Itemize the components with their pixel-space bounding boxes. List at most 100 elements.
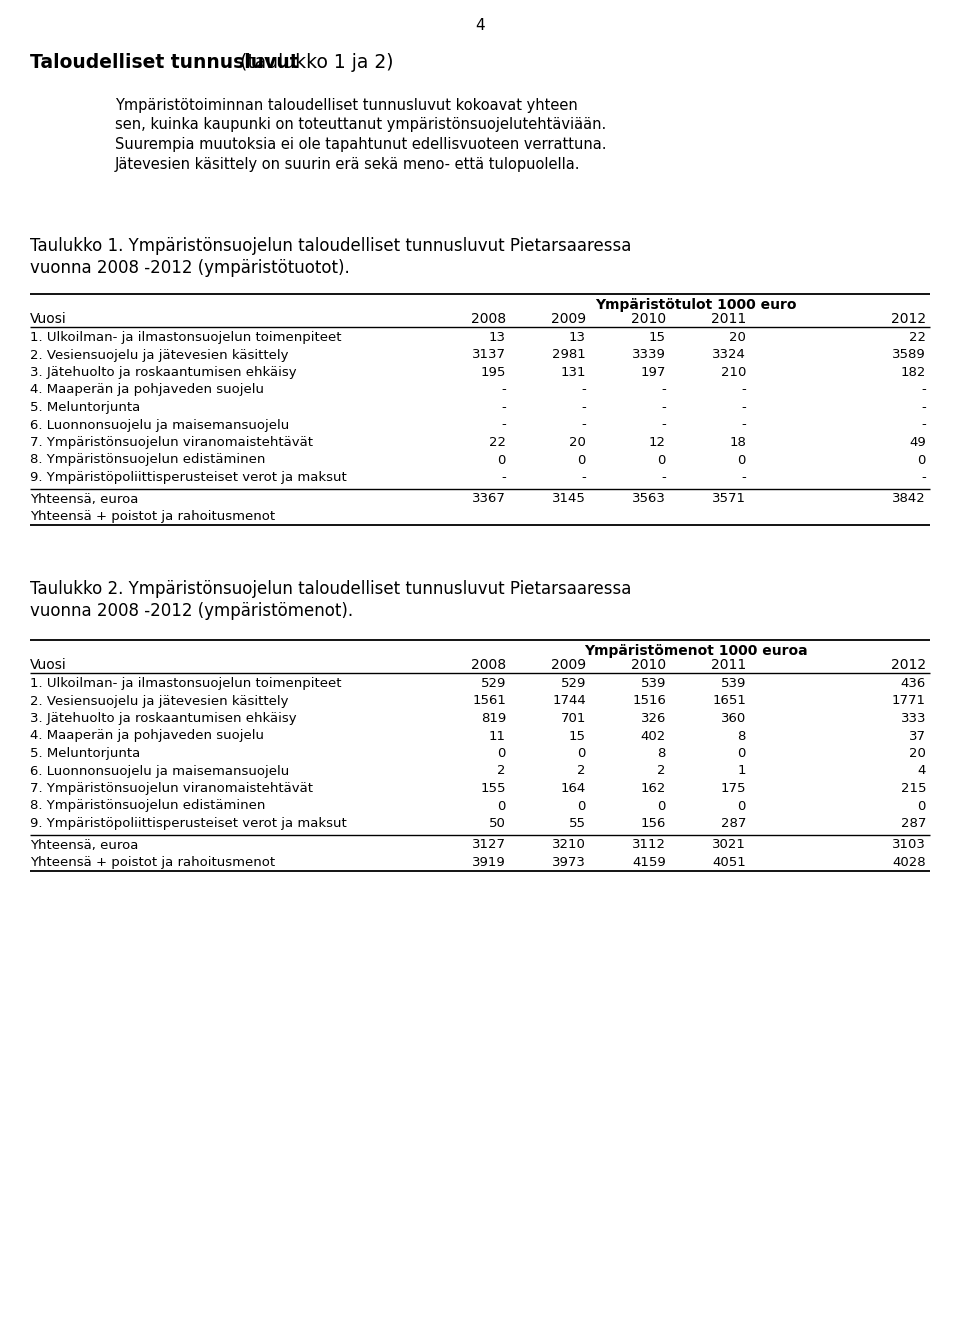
Text: 156: 156 [640,817,666,830]
Text: 2981: 2981 [552,348,586,362]
Text: 436: 436 [900,678,926,690]
Text: 22: 22 [489,437,506,449]
Text: 15: 15 [649,331,666,344]
Text: 0: 0 [918,799,926,813]
Text: -: - [922,471,926,483]
Text: 3145: 3145 [552,493,586,506]
Text: 2008: 2008 [470,657,506,672]
Text: 1744: 1744 [552,695,586,707]
Text: 6. Luonnonsuojelu ja maisemansuojelu: 6. Luonnonsuojelu ja maisemansuojelu [30,419,289,431]
Text: 3112: 3112 [632,838,666,852]
Text: 18: 18 [730,437,746,449]
Text: Vuosi: Vuosi [30,312,67,325]
Text: 175: 175 [721,782,746,795]
Text: 3210: 3210 [552,838,586,852]
Text: 2011: 2011 [710,312,746,325]
Text: 50: 50 [490,817,506,830]
Text: 8. Ympäristönsuojelun edistäminen: 8. Ympäristönsuojelun edistäminen [30,799,265,813]
Text: Suurempia muutoksia ei ole tapahtunut edellisvuoteen verrattuna.: Suurempia muutoksia ei ole tapahtunut ed… [115,137,607,153]
Text: 0: 0 [578,799,586,813]
Text: -: - [581,400,586,414]
Text: 529: 529 [481,678,506,690]
Text: 2. Vesiensuojelu ja jätevesien käsittely: 2. Vesiensuojelu ja jätevesien käsittely [30,348,289,362]
Text: 182: 182 [900,366,926,379]
Text: -: - [922,419,926,431]
Text: -: - [501,400,506,414]
Text: 215: 215 [900,782,926,795]
Text: 2010: 2010 [631,657,666,672]
Text: -: - [922,400,926,414]
Text: 3589: 3589 [892,348,926,362]
Text: 2012: 2012 [891,312,926,325]
Text: 3. Jätehuolto ja roskaantumisen ehkäisy: 3. Jätehuolto ja roskaantumisen ehkäisy [30,366,297,379]
Text: 1651: 1651 [712,695,746,707]
Text: 5. Meluntorjunta: 5. Meluntorjunta [30,400,140,414]
Text: Yhteensä + poistot ja rahoitusmenot: Yhteensä + poistot ja rahoitusmenot [30,510,276,524]
Text: 1561: 1561 [472,695,506,707]
Text: 3919: 3919 [472,856,506,869]
Text: Taloudelliset tunnusluvut: Taloudelliset tunnusluvut [30,54,299,72]
Text: 0: 0 [578,747,586,761]
Text: 4: 4 [475,17,485,33]
Text: sen, kuinka kaupunki on toteuttanut ympäristönsuojelutehtäviään.: sen, kuinka kaupunki on toteuttanut ympä… [115,118,607,133]
Text: 3563: 3563 [632,493,666,506]
Text: -: - [581,383,586,396]
Text: 0: 0 [737,799,746,813]
Text: 701: 701 [561,712,586,724]
Text: -: - [661,471,666,483]
Text: 11: 11 [489,730,506,743]
Text: 3339: 3339 [632,348,666,362]
Text: 0: 0 [497,799,506,813]
Text: -: - [741,419,746,431]
Text: 2010: 2010 [631,312,666,325]
Text: 3324: 3324 [712,348,746,362]
Text: 333: 333 [900,712,926,724]
Text: 1. Ulkoilman- ja ilmastonsuojelun toimenpiteet: 1. Ulkoilman- ja ilmastonsuojelun toimen… [30,331,342,344]
Text: 360: 360 [721,712,746,724]
Text: -: - [661,383,666,396]
Text: -: - [661,400,666,414]
Text: 4. Maaperän ja pohjaveden suojelu: 4. Maaperän ja pohjaveden suojelu [30,730,264,743]
Text: -: - [581,419,586,431]
Text: 7. Ympäristönsuojelun viranomaistehtävät: 7. Ympäristönsuojelun viranomaistehtävät [30,782,313,795]
Text: 0: 0 [658,799,666,813]
Text: 2009: 2009 [551,657,586,672]
Text: 3021: 3021 [712,838,746,852]
Text: 287: 287 [721,817,746,830]
Text: 13: 13 [569,331,586,344]
Text: 22: 22 [909,331,926,344]
Text: 539: 539 [640,678,666,690]
Text: 4159: 4159 [633,856,666,869]
Text: 8: 8 [658,747,666,761]
Text: 3. Jätehuolto ja roskaantumisen ehkäisy: 3. Jätehuolto ja roskaantumisen ehkäisy [30,712,297,724]
Text: -: - [501,471,506,483]
Text: 20: 20 [730,331,746,344]
Text: -: - [501,383,506,396]
Text: 539: 539 [721,678,746,690]
Text: -: - [501,419,506,431]
Text: 131: 131 [561,366,586,379]
Text: 1771: 1771 [892,695,926,707]
Text: 0: 0 [658,454,666,466]
Text: 402: 402 [640,730,666,743]
Text: 3137: 3137 [472,348,506,362]
Text: 8. Ympäristönsuojelun edistäminen: 8. Ympäristönsuojelun edistäminen [30,454,265,466]
Text: 6. Luonnonsuojelu ja maisemansuojelu: 6. Luonnonsuojelu ja maisemansuojelu [30,765,289,778]
Text: -: - [741,383,746,396]
Text: 210: 210 [721,366,746,379]
Text: 155: 155 [481,782,506,795]
Text: 4. Maaperän ja pohjaveden suojelu: 4. Maaperän ja pohjaveden suojelu [30,383,264,396]
Text: 2012: 2012 [891,657,926,672]
Text: -: - [922,383,926,396]
Text: 0: 0 [497,747,506,761]
Text: -: - [581,471,586,483]
Text: 3973: 3973 [552,856,586,869]
Text: 7. Ympäristönsuojelun viranomaistehtävät: 7. Ympäristönsuojelun viranomaistehtävät [30,437,313,449]
Text: 13: 13 [489,331,506,344]
Text: Yhteensä + poistot ja rahoitusmenot: Yhteensä + poistot ja rahoitusmenot [30,856,276,869]
Text: Ympäristötulot 1000 euro: Ympäristötulot 1000 euro [595,299,797,312]
Text: 3842: 3842 [892,493,926,506]
Text: 20: 20 [909,747,926,761]
Text: 2008: 2008 [470,312,506,325]
Text: 37: 37 [909,730,926,743]
